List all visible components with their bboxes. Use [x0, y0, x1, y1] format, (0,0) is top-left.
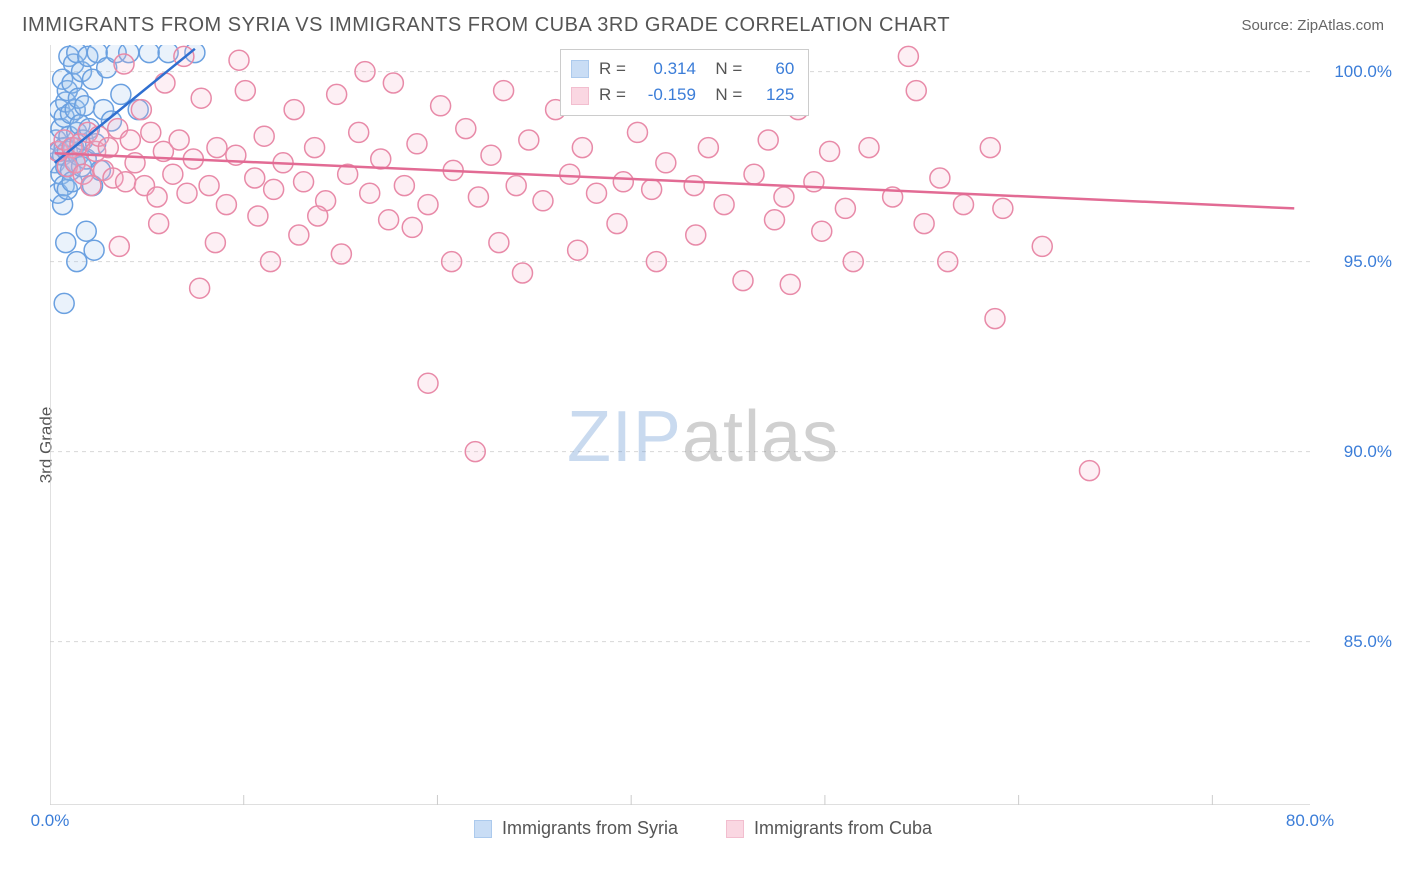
stats-n-label: N = [706, 56, 742, 82]
legend-swatch-cuba [726, 820, 744, 838]
stats-row-cuba: R = -0.159 N = 125 [571, 82, 794, 108]
stats-n-label: N = [706, 82, 742, 108]
stats-r-label: R = [599, 82, 626, 108]
ytick-label: 90.0% [1344, 442, 1392, 462]
scatter-plot-svg [50, 45, 1310, 805]
legend-label-cuba: Immigrants from Cuba [754, 818, 932, 839]
stats-row-syria: R = 0.314 N = 60 [571, 56, 794, 82]
ytick-label: 100.0% [1334, 62, 1392, 82]
chart-source: Source: ZipAtlas.com [1241, 17, 1384, 34]
legend-item-syria: Immigrants from Syria [474, 818, 678, 839]
legend-label-syria: Immigrants from Syria [502, 818, 678, 839]
stats-r-value-syria: 0.314 [636, 56, 696, 82]
legend-item-cuba: Immigrants from Cuba [726, 818, 932, 839]
stats-n-value-cuba: 125 [752, 82, 794, 108]
ytick-label: 85.0% [1344, 632, 1392, 652]
stats-n-value-syria: 60 [752, 56, 794, 82]
stats-swatch-syria [571, 60, 589, 78]
ytick-label: 95.0% [1344, 252, 1392, 272]
stats-r-value-cuba: -0.159 [636, 82, 696, 108]
chart-title: IMMIGRANTS FROM SYRIA VS IMMIGRANTS FROM… [22, 14, 950, 37]
plot-area: 3rd Grade ZIPatlas R =0.314 N =60R =-0.1… [0, 45, 1406, 845]
stats-r-label: R = [599, 56, 626, 82]
bottom-legend: Immigrants from Syria Immigrants from Cub… [0, 818, 1406, 839]
stats-swatch-cuba [571, 87, 589, 105]
chart-header: IMMIGRANTS FROM SYRIA VS IMMIGRANTS FROM… [0, 0, 1406, 45]
correlation-stats-box: R = 0.314 N = 60 R = -0.159 N = 125 [560, 49, 809, 116]
legend-swatch-syria [474, 820, 492, 838]
